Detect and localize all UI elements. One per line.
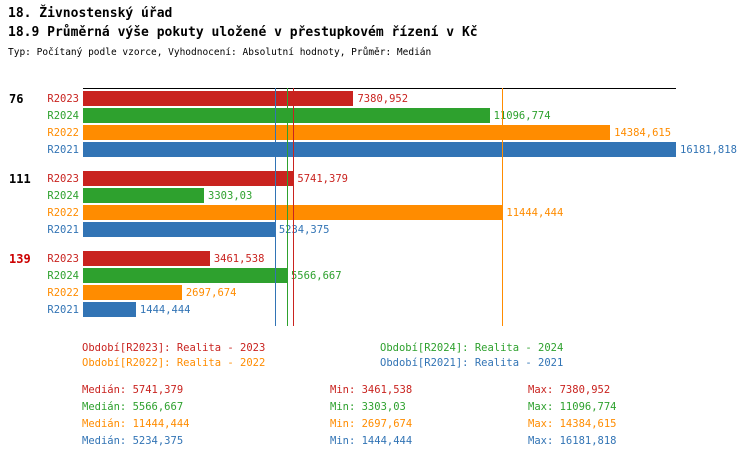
bar-value-label: 11444,444 — [506, 206, 564, 219]
stat-min-R2022: Min: 2697,674 — [330, 418, 413, 430]
series-label: R2024 — [47, 109, 79, 122]
legend-item-R2022: Období[R2022]: Realita - 2022 — [82, 357, 266, 369]
bar-track: 2697,674 — [83, 285, 676, 300]
series-label: R2024 — [47, 189, 79, 202]
series-label: R2022 — [47, 206, 79, 219]
bar-row: R2021 1444,444 — [8, 301, 742, 318]
bar-value-label: 3461,538 — [213, 252, 265, 265]
bar-value-label: 11096,774 — [493, 109, 551, 122]
bar — [83, 108, 490, 123]
stat-median-R2022: Medián: 11444,444 — [82, 418, 190, 430]
stat-min-R2024: Min: 3303,03 — [330, 401, 406, 413]
bar-row: R2024 11096,774 — [8, 107, 742, 124]
series-label: R2024 — [47, 269, 79, 282]
bar-value-label: 14384,615 — [614, 126, 672, 139]
bar-row: R2024 5566,667 — [8, 267, 742, 284]
bar-track: 11444,444 — [83, 205, 676, 220]
series-label: R2022 — [47, 126, 79, 139]
series-label: R2023 — [47, 172, 79, 185]
stat-median-R2023: Medián: 5741,379 — [82, 384, 184, 396]
bar — [83, 268, 287, 283]
group-row-number: 139 — [9, 251, 31, 266]
legend-item-R2023: Období[R2023]: Realita - 2023 — [82, 342, 266, 354]
bar-track: 7380,952 — [83, 91, 676, 106]
x-axis-line — [83, 88, 676, 89]
bar — [83, 205, 503, 220]
bar-track: 5234,375 — [83, 222, 676, 237]
bar-track: 3461,538 — [83, 251, 676, 266]
bar-track: 3303,03 — [83, 188, 676, 203]
bar-row: R2024 3303,03 — [8, 187, 742, 204]
series-label: R2023 — [47, 92, 79, 105]
chart-group: 111 R2023 5741,379 R2024 3303,03 R2022 11444,4… — [8, 170, 742, 238]
bar-value-label: 5741,379 — [297, 172, 348, 185]
group-row-number: 76 — [9, 91, 24, 106]
stat-max-R2021: Max: 16181,818 — [528, 435, 617, 447]
bar-value-label: 5566,667 — [290, 269, 342, 282]
legend-item-R2024: Období[R2024]: Realita - 2024 — [380, 342, 564, 354]
series-label: R2021 — [47, 143, 79, 156]
bar — [83, 171, 294, 186]
stat-max-R2023: Max: 7380,952 — [528, 384, 611, 396]
bar-row: R2022 14384,615 — [8, 124, 742, 141]
series-label: R2021 — [47, 303, 79, 316]
bar-row: 111 R2023 5741,379 — [8, 170, 742, 187]
series-label: R2023 — [47, 252, 79, 265]
stat-max-R2022: Max: 14384,615 — [528, 418, 617, 430]
bar-value-label: 5234,375 — [278, 223, 330, 236]
chart-group: 76 R2023 7380,952 R2024 11096,774 R2022 14384,… — [8, 90, 742, 158]
bar — [83, 125, 611, 140]
page-title: 18. Živnostenský úřad — [8, 6, 173, 21]
bar-row: 139 R2023 3461,538 — [8, 250, 742, 267]
bar-value-label: 7380,952 — [357, 92, 409, 105]
legend-item-R2021: Období[R2021]: Realita - 2021 — [380, 357, 564, 369]
group-row-number: 111 — [9, 171, 31, 186]
bar-value-label: 1444,444 — [139, 303, 191, 316]
bar — [83, 142, 676, 157]
bar-row: R2021 5234,375 — [8, 221, 742, 238]
bar-track: 14384,615 — [83, 125, 676, 140]
series-label: R2021 — [47, 223, 79, 236]
bar — [83, 188, 205, 203]
bar — [83, 302, 136, 317]
stat-min-R2021: Min: 1444,444 — [330, 435, 413, 447]
bar — [83, 285, 182, 300]
bar-chart: 76 R2023 7380,952 R2024 11096,774 R2022 14384,… — [8, 88, 742, 326]
chart-meta: Typ: Počítaný podle vzorce, Vyhodnocení:… — [8, 47, 432, 58]
bar-track: 1444,444 — [83, 302, 676, 317]
bar-track: 11096,774 — [83, 108, 676, 123]
bar-row: R2022 2697,674 — [8, 284, 742, 301]
stat-median-R2021: Medián: 5234,375 — [82, 435, 184, 447]
bar-value-label: 3303,03 — [208, 189, 253, 202]
bar-value-label: 16181,818 — [680, 143, 737, 156]
stats-table: Medián: 5741,379 Min: 3461,538 Max: 7380,9… — [82, 384, 742, 447]
stat-min-R2023: Min: 3461,538 — [330, 384, 413, 396]
bar — [83, 222, 275, 237]
stat-max-R2024: Max: 11096,774 — [528, 401, 617, 413]
bar-row: 76 R2023 7380,952 — [8, 90, 742, 107]
chart-group: 139 R2023 3461,538 R2024 5566,667 R2022 2697,6… — [8, 250, 742, 318]
bar-track: 5741,379 — [83, 171, 676, 186]
series-label: R2022 — [47, 286, 79, 299]
stat-median-R2024: Medián: 5566,667 — [82, 401, 184, 413]
report-page: 18. Živnostenský úřad 18.9 Průměrná výše… — [8, 6, 742, 447]
chart-title: 18.9 Průměrná výše pokuty uložené v přes… — [8, 25, 478, 40]
plot-area: 76 R2023 7380,952 R2024 11096,774 R2022 14384,… — [8, 88, 742, 318]
bar — [83, 251, 210, 266]
bar — [83, 91, 354, 106]
legend: Období[R2023]: Realita - 2023 Období[R202… — [82, 342, 742, 369]
bar-track: 5566,667 — [83, 268, 676, 283]
bar-track: 16181,818 — [83, 142, 737, 157]
bar-row: R2022 11444,444 — [8, 204, 742, 221]
bar-value-label: 2697,674 — [185, 286, 237, 299]
bar-row: R2021 16181,818 — [8, 141, 742, 158]
